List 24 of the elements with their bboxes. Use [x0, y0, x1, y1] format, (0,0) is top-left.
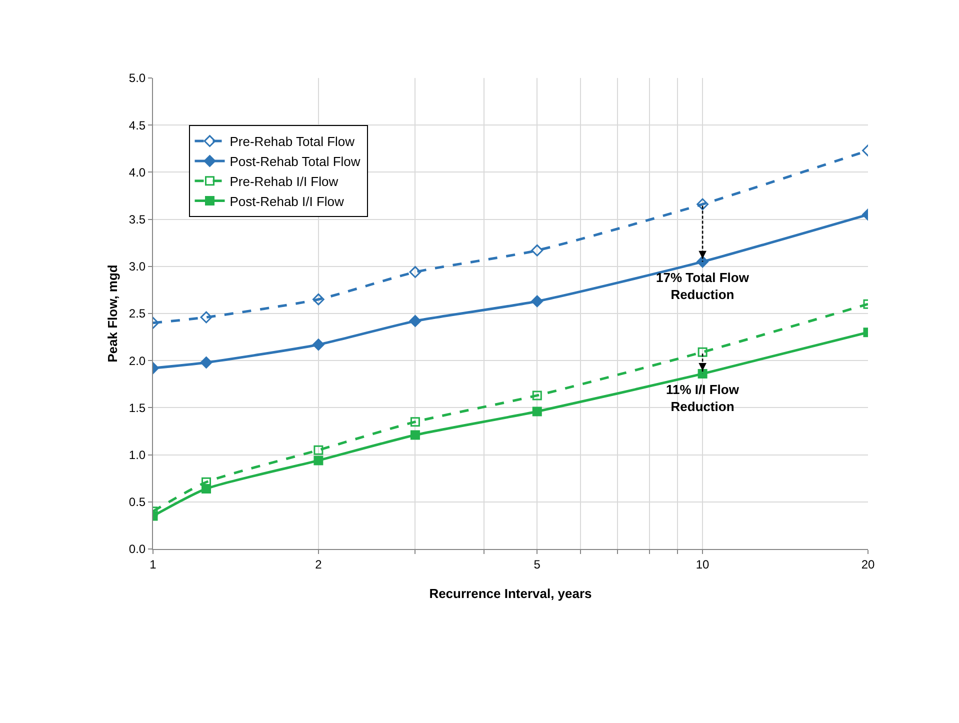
legend-label: Pre-Rehab I/I Flow: [230, 174, 339, 189]
x-tick-label: 20: [861, 557, 875, 572]
legend-label: Post-Rehab I/I Flow: [230, 194, 345, 209]
legend-label: Pre-Rehab Total Flow: [230, 134, 356, 150]
y-tick-label: 3.0: [128, 260, 146, 274]
x-tick-label: 5: [534, 557, 541, 572]
y-axis-title: Peak Flow, mgd: [105, 264, 120, 362]
x-tick-label: 2: [315, 557, 322, 572]
y-tick-label: 3.5: [128, 212, 146, 226]
y-tick-label: 1.5: [128, 400, 146, 415]
y-tick-label: 2.0: [128, 354, 146, 368]
x-tick-label: 1: [150, 557, 157, 572]
y-tick-label: 1.0: [128, 448, 146, 462]
x-axis-title: Recurrence Interval, years: [429, 586, 592, 601]
y-tick-label: 4.0: [128, 165, 146, 180]
y-tick-label: 2.5: [128, 306, 146, 321]
y-tick-label: 5.0: [128, 71, 146, 86]
y-tick-label: 0.5: [128, 495, 146, 510]
legend-label: Post-Rehab Total Flow: [230, 154, 361, 170]
y-tick-label: 4.5: [128, 118, 146, 132]
annotation: 11% I/I Flow Reduction: [666, 382, 740, 414]
annotation: 17% Total Flow Reduction: [656, 270, 750, 302]
y-tick-label: 0.0: [128, 542, 146, 556]
x-tick-label: 10: [696, 557, 710, 572]
